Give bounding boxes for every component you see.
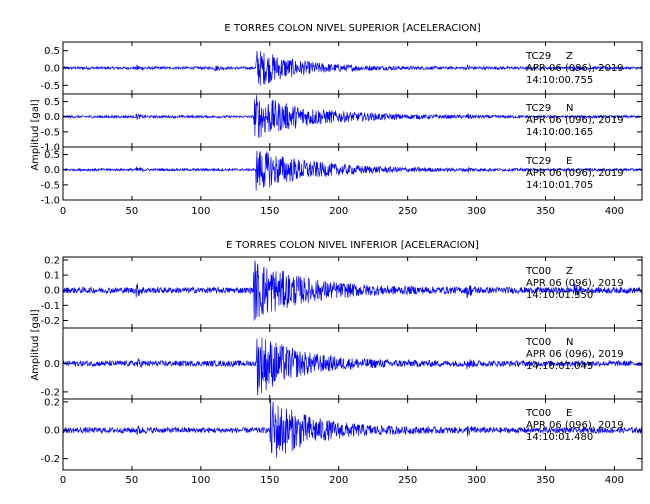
component-label: E	[566, 408, 572, 419]
y-tick-label: -0.5	[40, 127, 60, 138]
y-tick-label: -1.0	[40, 196, 60, 207]
time-label: 14:10:00.755	[526, 75, 593, 86]
y-tick-label: -0.2	[40, 454, 60, 465]
time-label: 14:10:01.480	[526, 432, 593, 443]
x-tick-label: 400	[605, 475, 624, 486]
x-tick-label: 300	[467, 206, 486, 217]
time-label: 14:10:00.165	[526, 127, 593, 138]
x-tick-label: 200	[329, 475, 348, 486]
date-label: APR 06 (096), 2019	[526, 63, 624, 74]
y-tick-label: 0.5	[44, 150, 60, 161]
y-tick-label: 0.0	[44, 112, 60, 123]
time-label: 14:10:01.045	[526, 361, 593, 372]
y-tick-label: -0.1	[40, 301, 60, 312]
component-label: Z	[566, 51, 573, 62]
chart-title: E TORRES COLON NIVEL SUPERIOR [ACELERACI…	[224, 23, 480, 34]
y-axis-label: Amplitud [gal]	[30, 309, 41, 380]
panel-frame	[62, 146, 643, 201]
y-tick-label: -0.5	[40, 180, 60, 191]
date-label: APR 06 (096), 2019	[526, 278, 624, 289]
x-tick-label: 250	[398, 475, 417, 486]
component-label: E	[566, 156, 572, 167]
y-tick-label: 0.0	[44, 286, 60, 297]
waveform-trace	[62, 337, 642, 396]
y-tick-label: 0.0	[44, 359, 60, 370]
station-label: TC00	[525, 337, 551, 348]
y-tick-label: -0.2	[40, 316, 60, 327]
y-tick-label: 0.5	[44, 46, 60, 57]
y-tick-label: 0.0	[44, 165, 60, 176]
x-tick-label: 350	[536, 475, 555, 486]
time-label: 14:10:01.705	[526, 180, 593, 191]
y-tick-label: -0.5	[40, 81, 60, 92]
x-tick-label: 100	[191, 475, 210, 486]
y-tick-label: 0.1	[44, 271, 60, 282]
waveform-trace	[62, 50, 642, 86]
waveform-trace	[62, 260, 642, 321]
date-label: APR 06 (096), 2019	[526, 420, 624, 431]
chart-title: E TORRES COLON NIVEL INFERIOR [ACELERACI…	[226, 240, 479, 251]
x-tick-label: 300	[467, 475, 486, 486]
component-label: N	[566, 337, 573, 348]
station-label: TC00	[525, 408, 551, 419]
x-tick-label: 250	[398, 206, 417, 217]
waveform-trace	[62, 398, 642, 458]
component-label: Z	[566, 266, 573, 277]
x-tick-label: 200	[329, 206, 348, 217]
x-tick-label: 50	[126, 206, 139, 217]
chart-2: E TORRES COLON NIVEL INFERIOR [ACELERACI…	[30, 240, 643, 486]
x-tick-label: 400	[605, 206, 624, 217]
y-axis-label: Amplitud [gal]	[30, 99, 41, 170]
y-tick-label: 0.2	[44, 256, 60, 267]
y-tick-label: 0.5	[44, 97, 60, 108]
station-label: TC00	[525, 266, 551, 277]
waveform-trace	[62, 95, 642, 139]
component-label: N	[566, 103, 573, 114]
y-tick-label: -1.0	[40, 143, 60, 154]
date-label: APR 06 (096), 2019	[526, 349, 624, 360]
y-tick-label: -0.2	[40, 387, 60, 398]
station-label: TC29	[525, 103, 551, 114]
y-tick-label: 0.0	[44, 426, 60, 437]
date-label: APR 06 (096), 2019	[526, 168, 624, 179]
chart-1: E TORRES COLON NIVEL SUPERIOR [ACELERACI…	[30, 23, 643, 217]
waveform-trace	[62, 150, 642, 191]
station-label: TC29	[525, 51, 551, 62]
x-tick-label: 0	[60, 206, 66, 217]
x-tick-label: 100	[191, 206, 210, 217]
y-tick-label: 0.2	[44, 397, 60, 408]
time-label: 14:10:01.350	[526, 290, 593, 301]
panel-frame	[62, 398, 643, 471]
date-label: APR 06 (096), 2019	[526, 115, 624, 126]
station-label: TC29	[525, 156, 551, 167]
x-tick-label: 50	[126, 475, 139, 486]
x-tick-label: 150	[260, 475, 279, 486]
x-tick-label: 350	[536, 206, 555, 217]
x-tick-label: 0	[60, 475, 66, 486]
x-tick-label: 150	[260, 206, 279, 217]
y-tick-label: 0.0	[44, 64, 60, 75]
